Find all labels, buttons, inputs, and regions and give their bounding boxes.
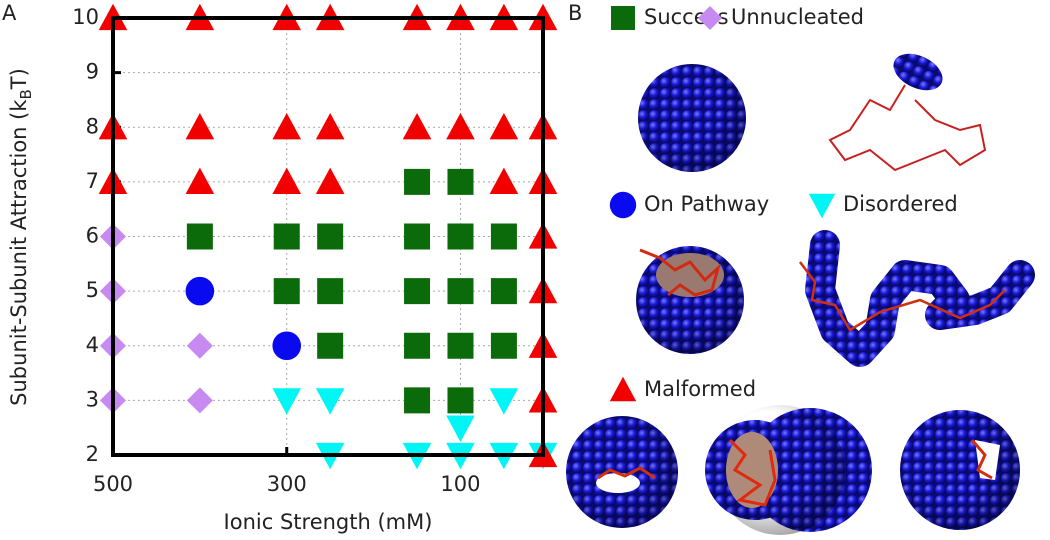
point (186, 387, 213, 414)
legend-marker (698, 6, 722, 30)
point (317, 278, 344, 305)
x-tick-label: 100 (440, 472, 480, 496)
point (273, 223, 300, 250)
point (490, 332, 517, 359)
y-tick-label: 7 (86, 169, 99, 193)
x-axis-title: Ionic Strength (mM) (224, 510, 433, 534)
point (489, 167, 519, 195)
point (490, 223, 517, 250)
point (272, 167, 302, 195)
y-axis-title-part: T) (7, 68, 31, 90)
point (446, 415, 475, 442)
point (404, 278, 431, 305)
legend-marker (609, 191, 637, 219)
y-tick-label: 6 (86, 224, 99, 248)
legend-label: On Pathway (644, 192, 769, 216)
point (404, 332, 431, 359)
point (447, 332, 474, 359)
point (446, 112, 475, 140)
point (447, 168, 474, 195)
point (315, 167, 345, 195)
point (404, 223, 431, 250)
plot-frame (111, 16, 545, 457)
point (185, 167, 215, 195)
point (315, 388, 345, 415)
point (489, 388, 519, 415)
point (185, 276, 215, 306)
point (317, 332, 344, 359)
x-tick-label: 500 (93, 472, 133, 496)
y-axis-title-sub: B (17, 89, 35, 99)
y-tick-label: 10 (72, 5, 99, 29)
point (447, 278, 474, 305)
point (272, 331, 302, 361)
point (404, 387, 431, 414)
point (402, 112, 432, 140)
y-axis-title: Subunit-Subunit Attraction (kBT) (7, 68, 35, 406)
legend-label: Unnucleated (731, 5, 864, 29)
point (489, 112, 519, 140)
point (447, 387, 474, 414)
plot-area: 2 3 4 5 6 7 8 9 10 500 300 100 (72, 3, 558, 496)
point (447, 223, 474, 250)
y-tick-label: 2 (86, 442, 99, 466)
point (317, 223, 344, 250)
legend-marker (609, 376, 637, 402)
legend-marker (808, 193, 836, 219)
point (272, 112, 302, 140)
point (315, 112, 345, 140)
panel-label: A (2, 1, 17, 25)
point (185, 112, 215, 140)
capsid-images (566, 53, 1035, 535)
point (272, 388, 302, 415)
point (490, 278, 517, 305)
y-tick-label: 4 (86, 333, 99, 357)
legend-label: Disordered (843, 192, 958, 216)
legend-marker (611, 6, 635, 30)
y-tick-label: 8 (86, 114, 99, 138)
point (186, 332, 213, 359)
y-axis-title-part: Subunit-Subunit Attraction (k (7, 99, 31, 406)
y-tick-label: 3 (86, 387, 99, 411)
point (273, 278, 300, 305)
x-tick-label: 300 (267, 472, 307, 496)
panel-label: B (568, 1, 582, 25)
y-tick-label: 9 (86, 60, 99, 84)
point (404, 168, 431, 195)
point (186, 223, 213, 250)
legend-label: Malformed (644, 377, 756, 401)
y-tick-label: 5 (86, 278, 99, 302)
